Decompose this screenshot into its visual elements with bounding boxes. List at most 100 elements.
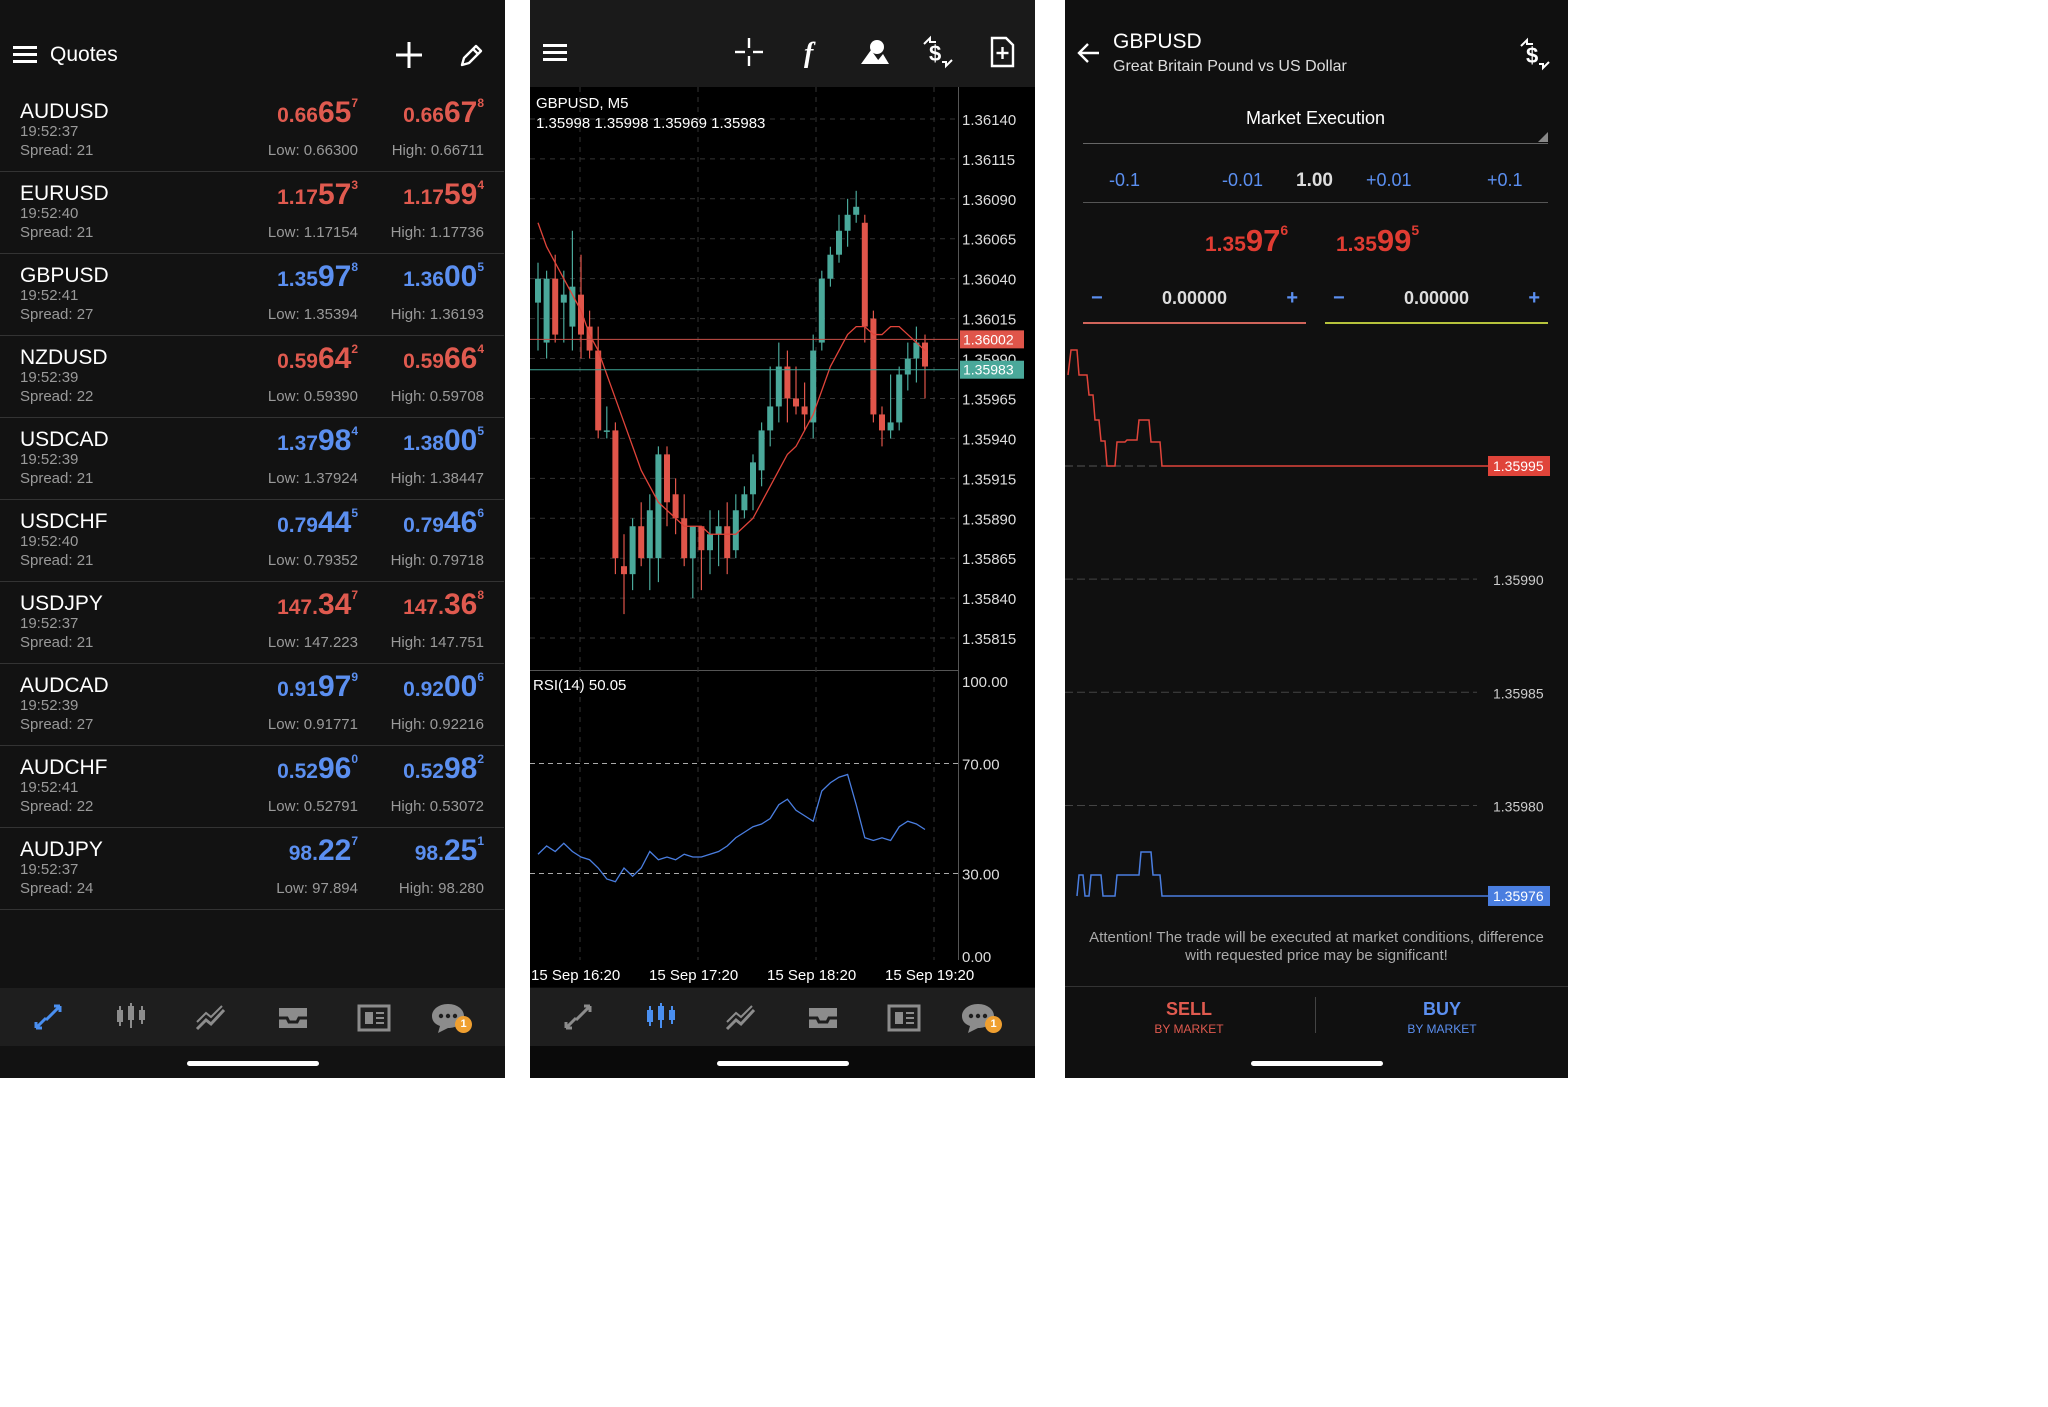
volume-plus-0.1-button[interactable]: +0.1 [1487, 170, 1523, 190]
objects-icon[interactable] [857, 34, 893, 70]
quote-row[interactable]: USDJPY 19:52:37 Spread: 21 147.347 147.368 Lo… [0, 582, 504, 664]
trade-arrows-icon[interactable] [560, 1000, 600, 1034]
volume-plus-0.01-button[interactable]: +0.01 [1366, 170, 1412, 190]
candle-body [750, 462, 756, 495]
dollar-exchange-icon[interactable]: $ [1517, 36, 1553, 72]
quote-row[interactable]: EURUSD 19:52:40 Spread: 21 1.17573 1.17594 Lo… [0, 172, 504, 254]
quotes-header: Quotes [0, 0, 505, 90]
quote-row[interactable]: AUDCHF 19:52:41 Spread: 22 0.52960 0.52982 Lo… [0, 746, 504, 828]
quote-row[interactable]: NZDUSD 19:52:39 Spread: 22 0.59642 0.59664 Lo… [0, 336, 504, 418]
menu-icon[interactable] [543, 44, 567, 61]
bid-price: 1.35978 [277, 260, 358, 293]
candle-body [715, 526, 722, 535]
stop-loss-plus-button[interactable]: + [1286, 287, 1298, 309]
buy-by-market-button[interactable]: BUY BY MARKET [1352, 999, 1532, 1036]
trade-symbol: GBPUSD [1113, 30, 1202, 53]
chart-toolbar: f $ [530, 0, 1035, 87]
quote-high: High: 0.92216 [390, 716, 484, 733]
quote-time: 19:52:41 [20, 287, 79, 304]
inbox-icon[interactable] [273, 1000, 313, 1034]
quote-high: High: 0.53072 [390, 798, 484, 815]
y-tick-label: 1.35865 [962, 551, 1016, 568]
rsi-tick-label: 70.00 [962, 757, 1000, 774]
quote-row[interactable]: AUDUSD 19:52:37 Spread: 21 0.66657 0.66678 Lo… [0, 90, 504, 172]
bid-price-box [1488, 885, 1550, 906]
menu-icon[interactable] [13, 46, 37, 63]
quote-low: Low: 0.52791 [267, 798, 358, 815]
rsi-tick-label: 30.00 [962, 867, 1000, 884]
stop-loss-input[interactable]: 0.00000 [1161, 288, 1228, 308]
take-profit-plus-button[interactable]: + [1528, 287, 1540, 309]
trade-arrows-icon[interactable] [30, 1000, 70, 1034]
candle-body [913, 342, 920, 359]
button-divider [1315, 997, 1316, 1033]
candle-body [621, 566, 627, 575]
trade-icon[interactable] [192, 1000, 232, 1034]
volume-minus-0.1-button[interactable]: -0.1 [1109, 170, 1141, 190]
y-tick-label: 1.36040 [962, 272, 1016, 289]
candle-body [741, 494, 748, 511]
crosshair-icon[interactable] [731, 34, 767, 70]
quote-low: Low: 1.37924 [267, 470, 358, 487]
ask-price: 1.38005 [403, 424, 484, 457]
back-arrow-icon[interactable] [1077, 41, 1101, 65]
candles-icon[interactable] [111, 1000, 151, 1034]
quote-spread: Spread: 21 [20, 142, 94, 159]
news-icon[interactable] [354, 1000, 394, 1034]
tick-level-label: 1.35980 [1493, 798, 1544, 814]
candle-body [801, 406, 808, 415]
quote-row[interactable]: USDCAD 19:52:39 Spread: 21 1.37984 1.38005 Lo… [0, 418, 504, 500]
chat-badge: 1 [985, 1016, 1002, 1033]
candle-body [629, 526, 636, 575]
quote-high: High: 1.38447 [390, 470, 484, 487]
quote-symbol: USDCHF [20, 510, 108, 533]
plus-icon[interactable] [396, 42, 422, 68]
sell-by-market-button[interactable]: SELL BY MARKET [1099, 999, 1279, 1036]
take-profit-input[interactable]: 0.00000 [1403, 288, 1470, 308]
quote-symbol: NZDUSD [20, 346, 108, 369]
quote-high: High: 0.59708 [390, 388, 484, 405]
candle-body [818, 278, 825, 343]
take-profit-field[interactable]: − 0.00000 + [1325, 287, 1548, 324]
inbox-icon[interactable] [803, 1000, 843, 1034]
trade-icon[interactable] [722, 1000, 762, 1034]
volume-minus-0.01-button[interactable]: -0.01 [1222, 170, 1264, 190]
new-order-icon[interactable] [984, 34, 1020, 70]
quote-low: Low: 0.79352 [267, 552, 358, 569]
quote-symbol: EURUSD [20, 182, 109, 205]
stop-loss-minus-button[interactable]: − [1091, 287, 1103, 309]
news-icon[interactable] [884, 1000, 924, 1034]
chart-ohlc-label: 1.35998 1.35998 1.35969 1.35983 [536, 115, 765, 132]
candle-body [861, 222, 868, 327]
price-chart[interactable]: 1.36140 1.36115 1.36090 1.36065 1.36040 1.360… [530, 87, 1035, 987]
candle-body [569, 286, 576, 327]
bid-price: 0.59642 [277, 342, 358, 375]
execution-type-select[interactable]: Market Execution [1083, 108, 1548, 144]
take-profit-minus-button[interactable]: − [1333, 287, 1345, 309]
y-tick-label: 1.36015 [962, 312, 1016, 329]
quote-row[interactable]: USDCHF 19:52:40 Spread: 21 0.79445 0.79466 Lo… [0, 500, 504, 582]
rsi-label: RSI(14) 50.05 [533, 677, 626, 694]
pencil-icon[interactable] [459, 42, 485, 68]
stop-loss-field[interactable]: − 0.00000 + [1083, 287, 1306, 324]
volume-input[interactable]: 1.00 [1296, 170, 1333, 191]
dollar-exchange-icon[interactable]: $ [920, 34, 956, 70]
sell-label: SELL [1165, 999, 1212, 1019]
x-tick-label: 15 Sep 19:20 [885, 967, 974, 984]
y-tick-label: 1.35890 [962, 511, 1016, 528]
quote-row[interactable]: GBPUSD 19:52:41 Spread: 27 1.35978 1.36005 Lo… [0, 254, 504, 336]
trade-description: Great Britain Pound vs US Dollar [1113, 58, 1347, 75]
candle-body [664, 454, 670, 503]
chat-badge: 1 [455, 1016, 472, 1033]
quote-spread: Spread: 22 [20, 798, 94, 815]
quote-time: 19:52:39 [20, 697, 79, 714]
tick-level-label: 1.35985 [1493, 685, 1544, 701]
candles-icon[interactable] [641, 1000, 681, 1034]
quote-low: Low: 147.223 [267, 634, 358, 651]
quote-low: Low: 1.17154 [267, 224, 358, 241]
function-icon[interactable]: f [794, 34, 830, 70]
quote-row[interactable]: AUDJPY 19:52:37 Spread: 24 98.227 98.251 Low:… [0, 828, 504, 910]
quote-low: Low: 1.35394 [267, 306, 358, 323]
quote-row[interactable]: AUDCAD 19:52:39 Spread: 27 0.91979 0.92006 Lo… [0, 664, 504, 746]
candle-body [870, 318, 877, 415]
